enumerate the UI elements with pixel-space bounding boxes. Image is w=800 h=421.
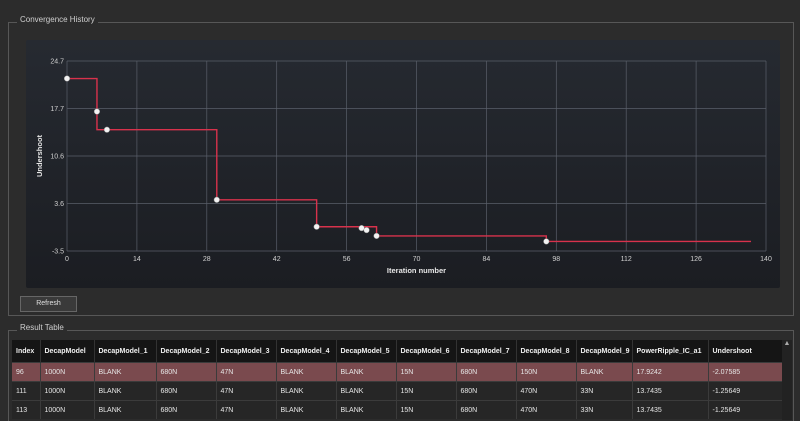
table-cell: -1.25649 xyxy=(708,400,783,419)
table-cell: BLANK xyxy=(576,362,633,382)
column-header[interactable]: DecapModel_2 xyxy=(156,340,217,363)
x-tick-label: 56 xyxy=(343,256,351,263)
column-header[interactable]: DecapModel_8 xyxy=(516,340,577,363)
refresh-button[interactable]: Refresh xyxy=(20,296,77,312)
convergence-chart: 0 14 28 42 56 70 84 98 112 126 140 24.7 17.7 10.6 3.6 -… xyxy=(35,59,772,276)
table-cell: 470N xyxy=(516,400,577,419)
result-table-groupbox: Result Table xyxy=(8,323,794,421)
table-cell: 470N xyxy=(516,381,577,401)
table-cell: 47N xyxy=(216,362,277,382)
column-header[interactable]: DecapModel_9 xyxy=(576,340,633,363)
table-cell: -2.07585 xyxy=(708,362,783,382)
y-tick-label: 10.6 xyxy=(50,154,64,161)
data-point xyxy=(373,232,380,239)
table-cell: 47N xyxy=(216,381,277,401)
data-point xyxy=(363,227,370,234)
column-header[interactable]: DecapModel xyxy=(40,340,95,363)
column-header[interactable]: PowerRipple_IC_a1 xyxy=(632,340,709,363)
column-header[interactable]: DecapModel_5 xyxy=(336,340,397,363)
series-step-line xyxy=(67,77,752,243)
table-cell: 1000N xyxy=(40,400,95,419)
table-cell: 33N xyxy=(576,381,633,401)
x-tick-label: 0 xyxy=(65,256,69,263)
x-tick-label: 28 xyxy=(203,256,211,263)
table-cell: -1.25649 xyxy=(708,381,783,401)
column-header[interactable]: DecapModel_4 xyxy=(276,340,337,363)
table-cell: 680N xyxy=(456,400,517,419)
table-cell: 17.9242 xyxy=(632,362,709,382)
convergence-groupbox: Convergence History xyxy=(8,15,794,316)
table-cell: 33N xyxy=(576,400,633,419)
y-tick-label: 17.7 xyxy=(50,106,64,113)
column-header[interactable]: DecapModel_6 xyxy=(396,340,457,363)
convergence-title: Convergence History xyxy=(17,15,98,24)
result-table-title: Result Table xyxy=(17,323,67,332)
column-header[interactable]: DecapModel_7 xyxy=(456,340,517,363)
x-tick-label: 84 xyxy=(483,256,491,263)
y-tick-label: 24.7 xyxy=(50,59,64,66)
table-cell: 680N xyxy=(156,362,217,382)
x-tick-label: 112 xyxy=(621,256,632,263)
table-cell: 96 xyxy=(12,362,41,382)
table-cell: BLANK xyxy=(336,400,397,419)
table-cell: 47N xyxy=(216,400,277,419)
data-point xyxy=(543,238,550,245)
x-tick-label: 14 xyxy=(133,256,141,263)
x-tick-label: 42 xyxy=(273,256,281,263)
table-cell: 111 xyxy=(12,381,41,401)
table-row[interactable]: 111 1000N BLANK 680N 47N BLANK BLANK 15N 680N 470… xyxy=(12,381,783,401)
table-row[interactable]: 113 1000N BLANK 680N 47N BLANK BLANK 15N 680N 470… xyxy=(12,400,783,419)
y-tick-label: 3.6 xyxy=(54,201,64,208)
column-header[interactable]: DecapModel_1 xyxy=(94,340,157,363)
table-cell: 15N xyxy=(396,400,457,419)
table-cell: BLANK xyxy=(94,362,157,382)
table-cell: BLANK xyxy=(336,381,397,401)
table-header-row: Index DecapModel DecapModel_1 DecapModel_2 D… xyxy=(12,340,783,363)
table-row[interactable]: 96 1000N BLANK 680N 47N BLANK BLANK 15N 680N 150N… xyxy=(12,362,783,382)
data-point xyxy=(103,126,110,133)
x-tick-label: 70 xyxy=(413,256,421,263)
data-point xyxy=(63,75,71,82)
x-tick-label: 140 xyxy=(760,256,772,263)
table-cell: 150N xyxy=(516,362,577,382)
scroll-up-icon[interactable]: ▲ xyxy=(783,340,791,347)
table-cell: 13.7435 xyxy=(632,381,709,401)
table-cell: 15N xyxy=(396,362,457,382)
convergence-chart-panel: 0 14 28 42 56 70 84 98 112 126 140 24.7 17.7 10.6 3.6 -… xyxy=(26,40,780,288)
table-cell: 15N xyxy=(396,381,457,401)
x-tick-label: 126 xyxy=(690,256,702,263)
table-cell: BLANK xyxy=(276,400,337,419)
column-header[interactable]: DecapModel_3 xyxy=(216,340,277,363)
table-cell: 680N xyxy=(156,381,217,401)
y-tick-label: -3.5 xyxy=(52,249,64,256)
y-axis-label: Undershoot xyxy=(35,134,44,177)
table-cell: BLANK xyxy=(276,381,337,401)
table-cell: 680N xyxy=(456,362,517,382)
result-table: Index DecapModel DecapModel_1 DecapModel_2 D… xyxy=(12,340,783,419)
table-cell: BLANK xyxy=(336,362,397,382)
table-cell: 1000N xyxy=(40,381,95,401)
column-header[interactable]: Index xyxy=(12,340,41,363)
table-cell: 113 xyxy=(12,400,41,419)
table-scrollbar[interactable]: ▲ xyxy=(782,340,792,420)
table-cell: BLANK xyxy=(276,362,337,382)
table-cell: BLANK xyxy=(94,400,157,419)
table-cell: 680N xyxy=(156,400,217,419)
table-cell: 1000N xyxy=(40,362,95,382)
table-cell: 680N xyxy=(456,381,517,401)
x-tick-label: 98 xyxy=(552,256,560,263)
column-header[interactable]: Undershoot xyxy=(708,340,783,363)
data-point xyxy=(213,196,220,203)
table-cell: BLANK xyxy=(94,381,157,401)
data-point xyxy=(313,223,320,230)
table-cell: 13.7435 xyxy=(632,400,709,419)
x-axis-label: Iteration number xyxy=(387,266,446,275)
data-point xyxy=(93,108,101,115)
